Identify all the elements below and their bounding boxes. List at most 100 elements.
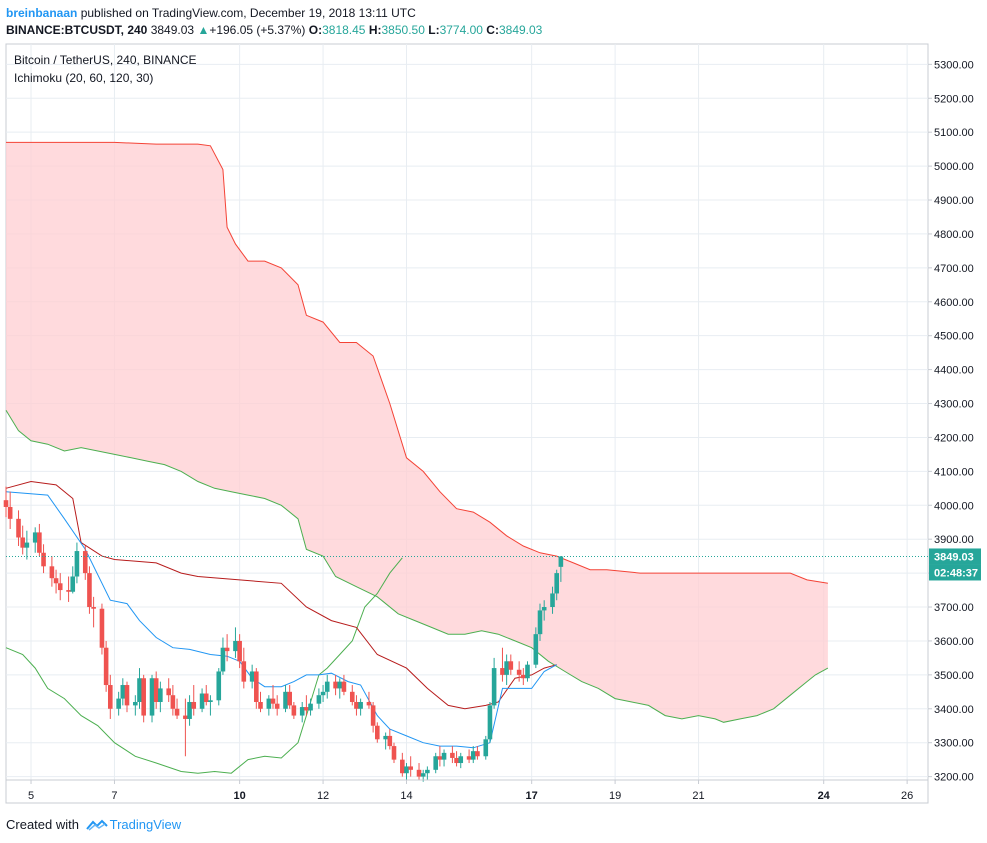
candle[interactable] — [153, 671, 159, 709]
candle[interactable] — [87, 566, 92, 614]
candle[interactable] — [249, 664, 255, 689]
candle[interactable] — [354, 695, 359, 716]
candle[interactable] — [133, 695, 138, 716]
candle[interactable] — [333, 674, 338, 696]
candle[interactable] — [400, 752, 405, 777]
candle[interactable] — [308, 698, 313, 716]
candle[interactable] — [20, 525, 25, 555]
candle[interactable] — [183, 698, 188, 757]
candle[interactable] — [37, 523, 42, 557]
candle[interactable] — [487, 701, 493, 743]
candle[interactable] — [174, 698, 180, 719]
price-axis[interactable]: 3200.00 3300.00 3400.00 3500.00 3600.00 3700.… — [928, 59, 981, 784]
candle[interactable] — [437, 746, 443, 767]
candle[interactable] — [3, 486, 9, 518]
candle[interactable] — [558, 555, 564, 582]
candle[interactable] — [416, 763, 422, 780]
candlesticks[interactable] — [3, 486, 564, 782]
candle[interactable] — [7, 491, 13, 530]
candle[interactable] — [66, 576, 71, 602]
candle[interactable] — [191, 685, 197, 716]
candle[interactable] — [74, 542, 80, 584]
candle[interactable] — [99, 603, 105, 655]
candle[interactable] — [57, 573, 63, 601]
candle[interactable] — [370, 701, 376, 733]
candle[interactable] — [500, 647, 505, 682]
candle[interactable] — [237, 634, 242, 669]
candle[interactable] — [137, 668, 142, 709]
candle[interactable] — [266, 695, 272, 716]
candle[interactable] — [199, 688, 205, 713]
author-link[interactable]: breinbanaan — [6, 6, 78, 20]
candle[interactable] — [366, 691, 372, 709]
candle[interactable] — [425, 766, 430, 780]
candle[interactable] — [166, 678, 172, 702]
candle[interactable] — [525, 661, 530, 682]
candle[interactable] — [521, 668, 526, 686]
candle[interactable] — [91, 596, 96, 628]
candle[interactable] — [383, 732, 388, 750]
candle[interactable] — [533, 627, 539, 669]
candle[interactable] — [316, 688, 322, 709]
candle[interactable] — [287, 685, 292, 709]
candle[interactable] — [483, 735, 489, 760]
candle[interactable] — [299, 701, 305, 723]
candle[interactable] — [304, 695, 309, 716]
candle[interactable] — [516, 661, 522, 682]
candle[interactable] — [158, 681, 163, 713]
candle[interactable] — [375, 722, 380, 743]
candle[interactable] — [254, 668, 259, 709]
time-axis[interactable]: 5 7 10 12 14 17 19 21 24 26 — [6, 779, 928, 802]
candle[interactable] — [324, 674, 330, 699]
candle[interactable] — [508, 654, 514, 675]
candle[interactable] — [433, 752, 439, 774]
candle[interactable] — [220, 637, 226, 675]
candle[interactable] — [41, 544, 46, 574]
candle[interactable] — [16, 510, 21, 546]
candle[interactable] — [187, 695, 192, 726]
candle[interactable] — [537, 603, 543, 641]
candle[interactable] — [120, 678, 126, 706]
candle[interactable] — [124, 681, 130, 713]
candle[interactable] — [203, 685, 209, 706]
candle[interactable] — [408, 756, 413, 777]
candle[interactable] — [475, 746, 480, 760]
candle[interactable] — [24, 530, 30, 560]
candle[interactable] — [49, 556, 55, 587]
candle[interactable] — [391, 742, 397, 764]
candle[interactable] — [466, 749, 472, 764]
candle[interactable] — [291, 701, 297, 719]
candle[interactable] — [491, 657, 497, 709]
candle[interactable] — [216, 668, 222, 706]
candle[interactable] — [458, 752, 464, 769]
candle[interactable] — [441, 749, 447, 767]
candle[interactable] — [32, 527, 38, 553]
candle[interactable] — [283, 685, 288, 713]
candle[interactable] — [141, 674, 146, 723]
candle[interactable] — [387, 729, 393, 750]
candle[interactable] — [274, 695, 280, 716]
candle[interactable] — [270, 685, 276, 709]
candle[interactable] — [504, 654, 509, 686]
candle[interactable] — [224, 634, 230, 662]
candle[interactable] — [70, 566, 76, 594]
candle[interactable] — [320, 685, 326, 702]
candle[interactable] — [116, 691, 121, 716]
candle[interactable] — [241, 647, 247, 689]
candle[interactable] — [450, 746, 455, 764]
candle[interactable] — [550, 586, 555, 614]
tradingview-brand-link[interactable]: TradingView — [109, 817, 182, 832]
candle[interactable] — [170, 685, 176, 716]
candle[interactable] — [337, 678, 343, 699]
candle[interactable] — [404, 763, 409, 780]
candle[interactable] — [233, 627, 238, 658]
candle[interactable] — [349, 685, 355, 706]
candle[interactable] — [107, 674, 113, 719]
candle[interactable] — [358, 698, 363, 716]
candle[interactable] — [541, 600, 547, 621]
candle[interactable] — [103, 640, 109, 692]
candle[interactable] — [149, 674, 155, 723]
candle[interactable] — [554, 569, 559, 601]
candle[interactable] — [208, 695, 213, 716]
